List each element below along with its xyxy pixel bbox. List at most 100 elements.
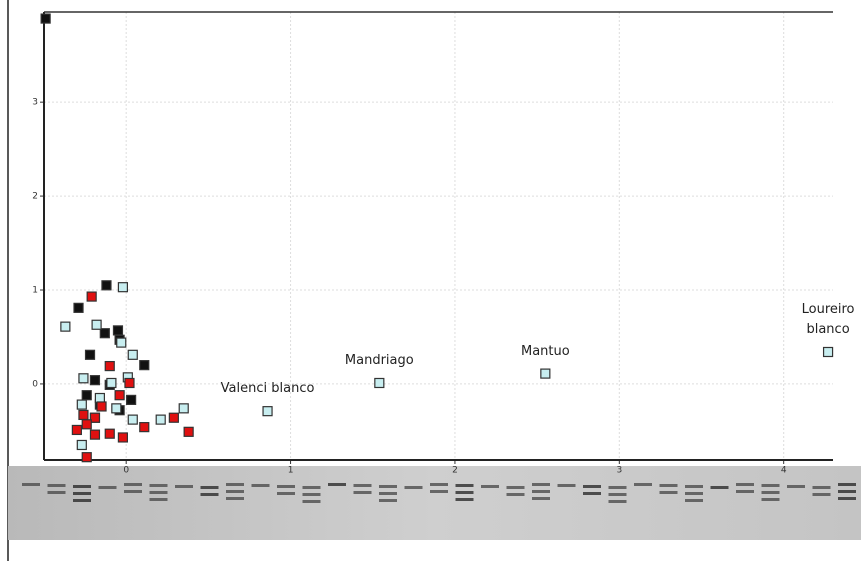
point — [105, 429, 114, 438]
point — [107, 378, 116, 387]
point — [41, 14, 50, 23]
point — [105, 362, 114, 371]
point — [97, 402, 106, 411]
point — [128, 415, 137, 424]
gel-band — [226, 490, 244, 493]
gel-band — [252, 484, 270, 487]
chart: 012340123 — [0, 0, 861, 561]
x-tick-label: 3 — [616, 466, 622, 476]
gel-band — [405, 486, 423, 489]
point-label: Loureiro blanco — [802, 300, 855, 340]
point — [61, 322, 70, 331]
point — [87, 292, 96, 301]
gel-band — [303, 486, 321, 489]
point — [74, 303, 83, 312]
point — [115, 391, 124, 400]
point — [118, 283, 127, 292]
gel-band — [685, 499, 703, 502]
gel-band — [303, 493, 321, 496]
gel-band — [354, 484, 372, 487]
point — [118, 433, 127, 442]
gel-band — [328, 483, 346, 486]
gel-band — [838, 483, 856, 486]
gel-band — [175, 485, 193, 488]
gel-band — [558, 484, 576, 487]
gel-band — [609, 486, 627, 489]
gel-band — [660, 484, 678, 487]
gel-band — [787, 485, 805, 488]
gel-band — [813, 486, 831, 489]
gel-band — [736, 483, 754, 486]
gel-band — [150, 491, 168, 494]
point — [169, 413, 178, 422]
gel-band — [379, 485, 397, 488]
gel-band — [532, 490, 550, 493]
gel-band — [379, 499, 397, 502]
point — [140, 361, 149, 370]
point — [102, 281, 111, 290]
point — [156, 415, 165, 424]
gel-band — [201, 493, 219, 496]
x-tick-label: 4 — [781, 466, 787, 476]
point — [90, 376, 99, 385]
gel-band — [226, 497, 244, 500]
gel-band — [685, 492, 703, 495]
point — [90, 430, 99, 439]
gel-band — [430, 490, 448, 493]
gel-band — [507, 486, 525, 489]
x-tick-label: 1 — [288, 466, 294, 476]
gel-band — [201, 486, 219, 489]
gel-band — [150, 498, 168, 501]
x-tick-label: 0 — [123, 466, 129, 476]
point — [100, 329, 109, 338]
gel-band — [99, 486, 117, 489]
gel-band — [124, 490, 142, 493]
point — [113, 326, 122, 335]
gel-band — [507, 493, 525, 496]
x-tick-label: 2 — [452, 466, 458, 476]
gel-band — [124, 483, 142, 486]
gel-band — [150, 484, 168, 487]
gel-band — [277, 492, 295, 495]
point-label: Mandriago — [345, 351, 414, 371]
point — [77, 400, 86, 409]
gel-band — [48, 491, 66, 494]
gel-image — [8, 466, 861, 540]
point — [140, 423, 149, 432]
point — [184, 427, 193, 436]
y-tick-label: 1 — [32, 286, 38, 296]
point — [82, 420, 91, 429]
gel-band — [583, 492, 601, 495]
point — [127, 395, 136, 404]
page: {"chart_data": {"type": "scatter", "xlim… — [0, 0, 861, 561]
gel-band — [73, 499, 91, 502]
gel-band — [838, 497, 856, 500]
gel-band — [48, 484, 66, 487]
gel-band — [634, 483, 652, 486]
point — [77, 440, 86, 449]
gel-band — [609, 493, 627, 496]
gel-band — [456, 498, 474, 501]
point — [112, 404, 121, 413]
point — [95, 394, 104, 403]
gel-band — [609, 500, 627, 503]
point — [92, 320, 101, 329]
y-tick-label: 3 — [32, 98, 38, 108]
gel-band — [73, 492, 91, 495]
gel-band — [711, 486, 729, 489]
gel-band — [660, 491, 678, 494]
point — [179, 404, 188, 413]
point — [375, 378, 384, 387]
point — [86, 350, 95, 359]
gel-band — [456, 491, 474, 494]
gel-band — [583, 485, 601, 488]
point — [79, 374, 88, 383]
gel-band — [532, 497, 550, 500]
gel-band — [22, 483, 40, 486]
point — [82, 391, 91, 400]
point — [263, 407, 272, 416]
y-tick-label: 0 — [32, 379, 38, 389]
point — [82, 453, 91, 462]
gel-band — [73, 485, 91, 488]
gel-band — [762, 498, 780, 501]
